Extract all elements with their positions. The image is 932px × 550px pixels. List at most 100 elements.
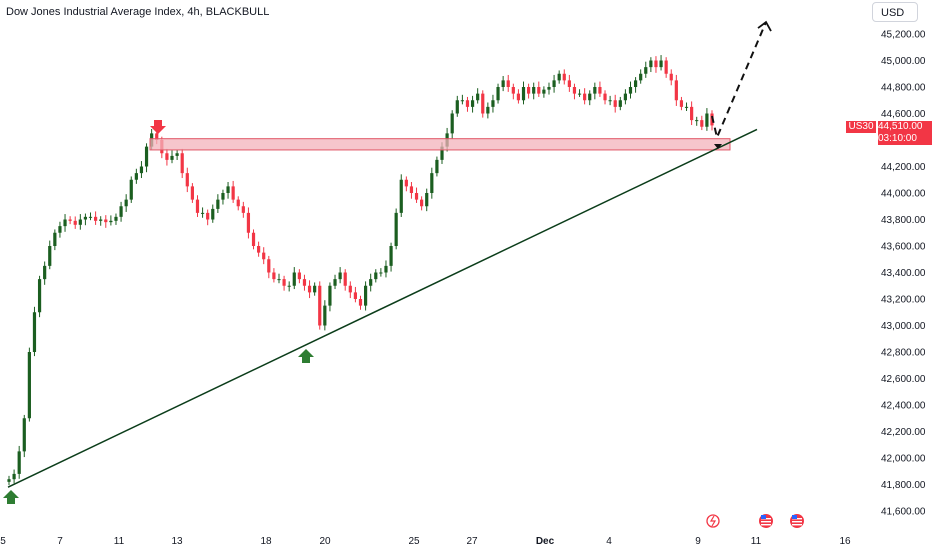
- candle-body: [109, 220, 113, 223]
- candle-body: [572, 87, 577, 94]
- price-tick-label: 42,800.00: [881, 348, 926, 359]
- candle-body: [440, 146, 444, 160]
- candle-body: [363, 285, 368, 306]
- candle-body: [175, 153, 179, 156]
- candle-body: [603, 93, 607, 101]
- candle-body: [608, 100, 612, 102]
- candle-body: [511, 87, 515, 94]
- candle-body: [420, 199, 424, 207]
- candle-body: [577, 93, 582, 95]
- projection-arrowhead: [757, 20, 772, 32]
- price-tick-label: 45,000.00: [881, 56, 926, 67]
- candle-body: [414, 193, 419, 200]
- candle-body: [588, 93, 592, 101]
- candle-body: [659, 60, 663, 68]
- candle-body: [450, 113, 454, 134]
- projection-path: [711, 21, 767, 141]
- date-axis: 5 7 11 13 18 20 25 27 Dec 4 9 11 16: [0, 536, 851, 547]
- candle-body: [669, 73, 673, 81]
- price-tick-label: 43,000.00: [881, 321, 926, 332]
- candle-body: [216, 199, 220, 209]
- candle-body: [613, 100, 617, 107]
- currency-button[interactable]: USD: [872, 2, 918, 22]
- candle-body: [358, 299, 363, 306]
- candle-body: [323, 305, 327, 326]
- candle-body: [257, 246, 261, 253]
- candle-body: [180, 153, 184, 174]
- candle-body: [501, 80, 505, 87]
- candle-body: [277, 279, 281, 281]
- candle-body: [343, 272, 347, 286]
- date-tick-label: 11: [751, 536, 762, 547]
- candle-body: [705, 113, 709, 127]
- markers: [3, 20, 772, 504]
- price-axis: 45,200.0045,000.0044,800.0044,600.0044,4…: [881, 30, 926, 518]
- trendline: [7, 128, 758, 488]
- candle-body: [328, 285, 332, 306]
- us-flag-icon[interactable]: [790, 514, 804, 528]
- candle-body: [542, 89, 546, 94]
- us-flag-icon[interactable]: [759, 514, 773, 528]
- candle-body: [165, 153, 169, 160]
- candle-body: [200, 212, 205, 214]
- candle-body: [389, 246, 393, 266]
- down-arrow-icon: [150, 120, 166, 134]
- candle-body: [333, 279, 337, 286]
- candle-body: [486, 106, 490, 114]
- candle-body: [119, 206, 123, 217]
- candle-body: [63, 219, 67, 227]
- candle-body: [241, 206, 245, 213]
- price-tick-label: 43,800.00: [881, 215, 926, 226]
- candle-body: [246, 212, 251, 233]
- candle-body: [226, 186, 230, 193]
- candle-body: [318, 285, 322, 326]
- candle-body: [618, 100, 622, 107]
- candle-body: [190, 186, 194, 200]
- candle-body: [134, 173, 138, 180]
- candle-body: [206, 212, 210, 220]
- candle-body: [53, 232, 57, 246]
- candle-body: [94, 216, 98, 221]
- candle-body: [552, 80, 556, 87]
- candle-body: [537, 87, 541, 94]
- candle-body: [58, 226, 62, 233]
- candle-body: [399, 179, 403, 213]
- candle-body: [73, 220, 77, 225]
- flash-icon[interactable]: [706, 514, 720, 528]
- candle-body: [460, 100, 464, 102]
- date-tick-label: Dec: [536, 536, 555, 547]
- date-tick-label: 7: [57, 536, 63, 547]
- candle-body: [124, 199, 128, 207]
- candle-body: [282, 279, 286, 286]
- candle-body: [532, 87, 536, 94]
- candle-body: [695, 120, 699, 122]
- candle-body: [628, 87, 633, 94]
- candle-body: [679, 100, 684, 107]
- price-tick-label: 41,800.00: [881, 480, 926, 491]
- candle-body: [557, 73, 561, 81]
- candle-body: [287, 285, 291, 287]
- candle-body: [664, 60, 668, 74]
- symbol-tag: US30: [846, 121, 876, 133]
- date-tick-label: 5: [0, 536, 6, 547]
- candle-body: [17, 451, 21, 474]
- countdown-label: 03:10:00: [878, 133, 932, 145]
- price-tick-label: 44,200.00: [881, 162, 926, 173]
- price-tick-label: 42,600.00: [881, 374, 926, 385]
- candle-body: [22, 418, 26, 452]
- price-tick-label: 44,800.00: [881, 83, 926, 94]
- candle-body: [690, 106, 694, 121]
- candle-body: [231, 186, 235, 200]
- candle-body: [83, 216, 88, 220]
- candle-body: [623, 93, 627, 101]
- candle-body: [394, 212, 398, 246]
- candle-body: [27, 352, 31, 419]
- date-tick-label: 13: [171, 536, 183, 547]
- candle-body: [593, 87, 597, 94]
- price-tick-label: 42,000.00: [881, 454, 926, 465]
- candle-body: [99, 219, 103, 221]
- candle-body: [313, 285, 317, 293]
- candle-body: [404, 179, 408, 187]
- candle-body: [78, 219, 82, 225]
- candle-body: [104, 219, 108, 223]
